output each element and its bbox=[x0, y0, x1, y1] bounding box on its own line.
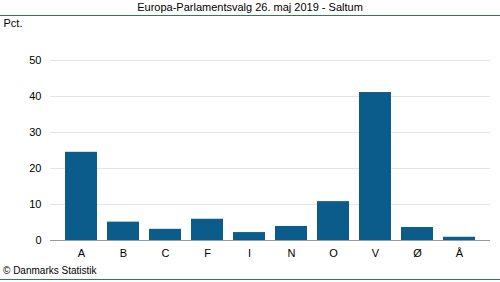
svg-text:N: N bbox=[288, 247, 296, 259]
svg-text:40: 40 bbox=[29, 90, 41, 102]
svg-text:I: I bbox=[248, 247, 251, 259]
svg-text:Pct.: Pct. bbox=[4, 17, 23, 29]
svg-text:O: O bbox=[329, 247, 338, 259]
svg-text:F: F bbox=[204, 247, 211, 259]
svg-text:C: C bbox=[162, 247, 170, 259]
svg-text:10: 10 bbox=[29, 198, 41, 210]
svg-text:30: 30 bbox=[29, 126, 41, 138]
svg-text:B: B bbox=[120, 247, 127, 259]
svg-text:Ø: Ø bbox=[413, 247, 422, 259]
svg-text:20: 20 bbox=[29, 162, 41, 174]
html-text:Europa-Parlamentsvalg 26. maj: Europa-Parlamentsvalg 26. maj 2019 - Sal… bbox=[137, 1, 363, 13]
html-text:© Danmarks Statistik: © Danmarks Statistik bbox=[3, 265, 97, 276]
svg-text:0: 0 bbox=[35, 234, 41, 246]
svg-text:V: V bbox=[372, 247, 380, 259]
svg-text:Å: Å bbox=[456, 247, 464, 259]
svg-text:A: A bbox=[78, 247, 86, 259]
svg-text:50: 50 bbox=[29, 54, 41, 66]
